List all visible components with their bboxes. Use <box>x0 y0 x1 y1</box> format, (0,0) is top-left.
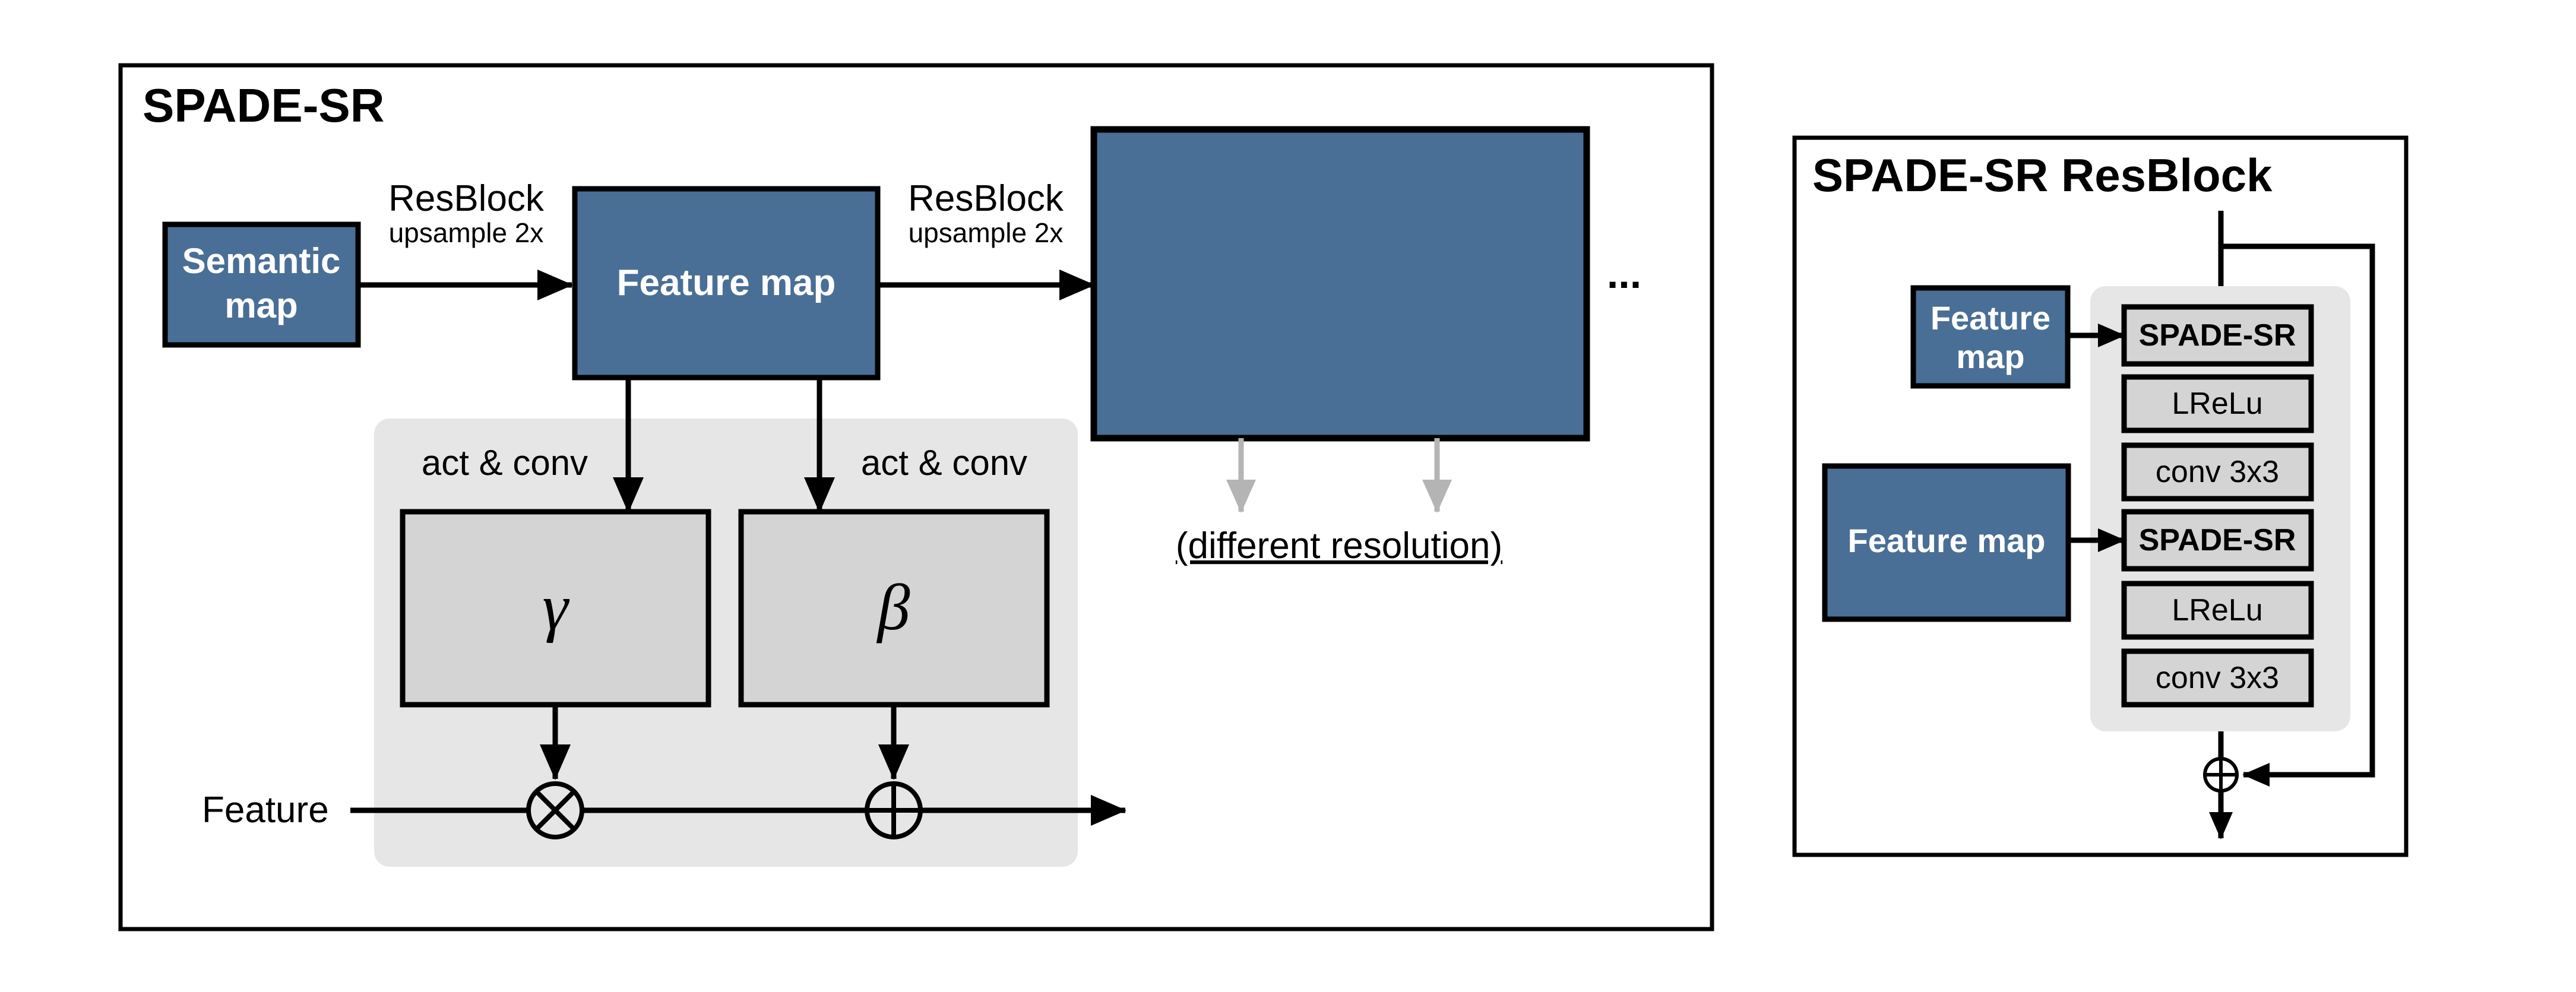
semantic-map-label-line1: Semantic <box>182 241 341 281</box>
semantic-map-label-line2: map <box>224 286 298 325</box>
stack-label: conv 3x3 <box>2156 661 2279 695</box>
stack-label: conv 3x3 <box>2156 455 2279 489</box>
feature-map-large-label: Feature map <box>1848 522 2046 559</box>
stack-label: SPADE-SR <box>2139 523 2296 557</box>
gamma-block: γ <box>400 509 711 708</box>
skip-connection-line <box>2221 243 2375 787</box>
stack-label: LReLu <box>2172 386 2262 421</box>
beta-block: β <box>738 509 1050 708</box>
act-conv-right-label: act & conv <box>861 443 1027 483</box>
resblock2-subtitle: upsample 2x <box>909 217 1064 248</box>
semantic-map-block: Semantic map <box>162 221 361 348</box>
resblock-feature-map-small: Feature map <box>1910 285 2071 389</box>
stack-conv-1: conv 3x3 <box>2121 442 2314 502</box>
feature-map-block: Feature map <box>572 186 881 381</box>
stack-spade-sr-2: SPADE-SR <box>2121 509 2314 572</box>
spade-sr-resblock-panel: SPADE-SR ResBlock SPADE-SR LReLu conv 3x… <box>1792 135 2409 857</box>
feature-map-small-line1: Feature <box>1931 299 2050 337</box>
resblock1-subtitle: upsample 2x <box>389 217 544 248</box>
resblock2-title: ResBlock <box>908 178 1064 219</box>
stack-lrelu-2: LReLu <box>2121 581 2314 640</box>
gamma-symbol: γ <box>542 571 569 644</box>
upsampled-feature-block <box>1090 126 1590 442</box>
spade-sr-panel: SPADE-SR Semantic map ResBlock upsample … <box>118 63 1714 931</box>
feature-map-label: Feature map <box>617 262 836 303</box>
stack-lrelu-1: LReLu <box>2121 374 2314 433</box>
add-operator-icon <box>865 781 923 839</box>
act-conv-left-label: act & conv <box>422 443 588 483</box>
resblock-feature-map-large: Feature map <box>1822 463 2071 622</box>
stack-spade-sr-1: SPADE-SR <box>2121 304 2314 367</box>
stack-conv-2: conv 3x3 <box>2121 648 2314 708</box>
resblock-panel-title: SPADE-SR ResBlock <box>1812 149 2273 201</box>
different-resolution-label: (different resolution) <box>1176 525 1502 566</box>
spade-sr-title: SPADE-SR <box>143 79 384 132</box>
stack-label: LReLu <box>2172 593 2262 627</box>
multiply-operator-icon <box>526 781 584 839</box>
resblock-add-operator-icon <box>2203 757 2239 793</box>
stack-label: SPADE-SR <box>2139 318 2296 353</box>
beta-symbol: β <box>876 571 910 644</box>
feature-input-label: Feature <box>202 790 329 831</box>
resblock1-title: ResBlock <box>388 178 545 219</box>
feature-map-small-line2: map <box>1956 338 2024 375</box>
ellipsis: ... <box>1607 251 1641 297</box>
